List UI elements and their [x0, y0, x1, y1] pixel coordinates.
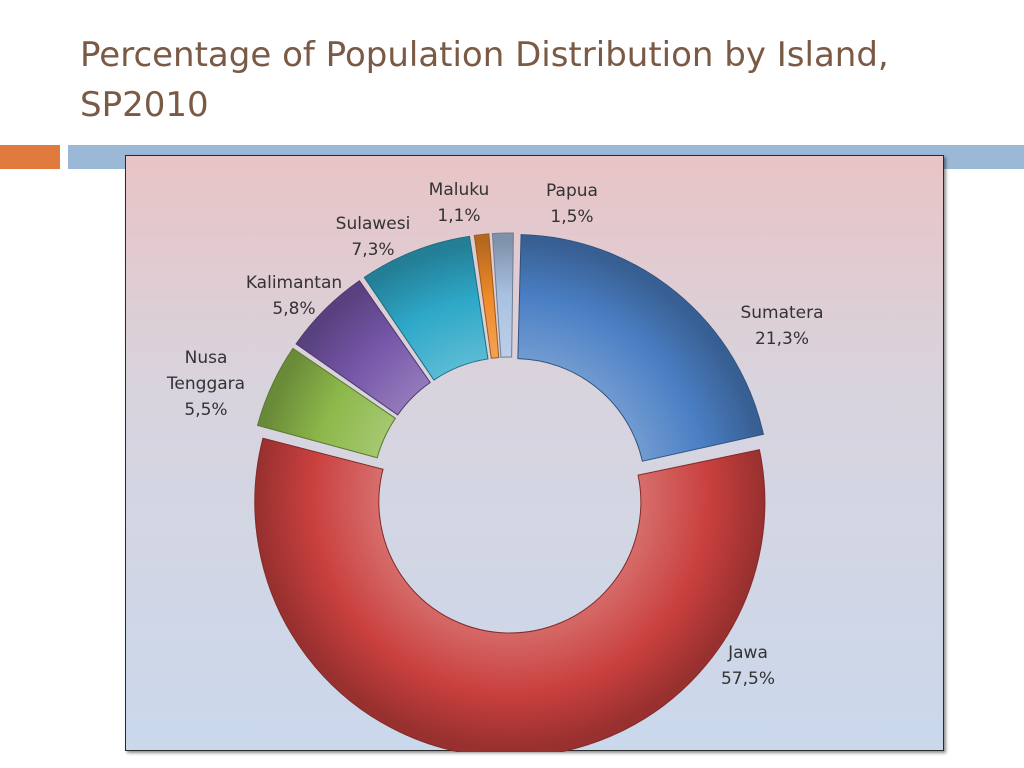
- slice-sumatera: [517, 234, 764, 462]
- slice-nusa-tenggara: [256, 347, 397, 459]
- slice-sulawesi: [363, 235, 489, 381]
- data-label-sulawesi: Sulawesi 7,3%: [336, 214, 411, 260]
- slice-maluku: [473, 233, 500, 359]
- data-label-sumatera: Sumatera 21,3%: [740, 303, 823, 349]
- data-label-nusa-tenggara: Nusa Tenggara 5,5%: [166, 348, 245, 420]
- slice-jawa: [254, 437, 766, 752]
- data-label-kalimantan: Kalimantan 5,8%: [246, 273, 342, 319]
- doughnut-chart: Sumatera 21,3% Jawa 57,5% Nusa Tenggara 5,5% Ka…: [125, 155, 944, 752]
- title-accent-bar: [0, 145, 60, 169]
- slice-papua: [491, 232, 514, 358]
- chart-canvas: Sumatera 21,3% Jawa 57,5% Nusa Tenggara 5,5%Ka…: [166, 180, 824, 752]
- data-label-jawa: Jawa 57,5%: [721, 643, 775, 689]
- data-label-papua: Papua 1,5%: [546, 181, 598, 227]
- slice-kalimantan: [295, 280, 431, 416]
- data-label-maluku: Maluku 1,1%: [429, 180, 490, 226]
- slide-title: Percentage of Population Distribution by…: [80, 35, 889, 125]
